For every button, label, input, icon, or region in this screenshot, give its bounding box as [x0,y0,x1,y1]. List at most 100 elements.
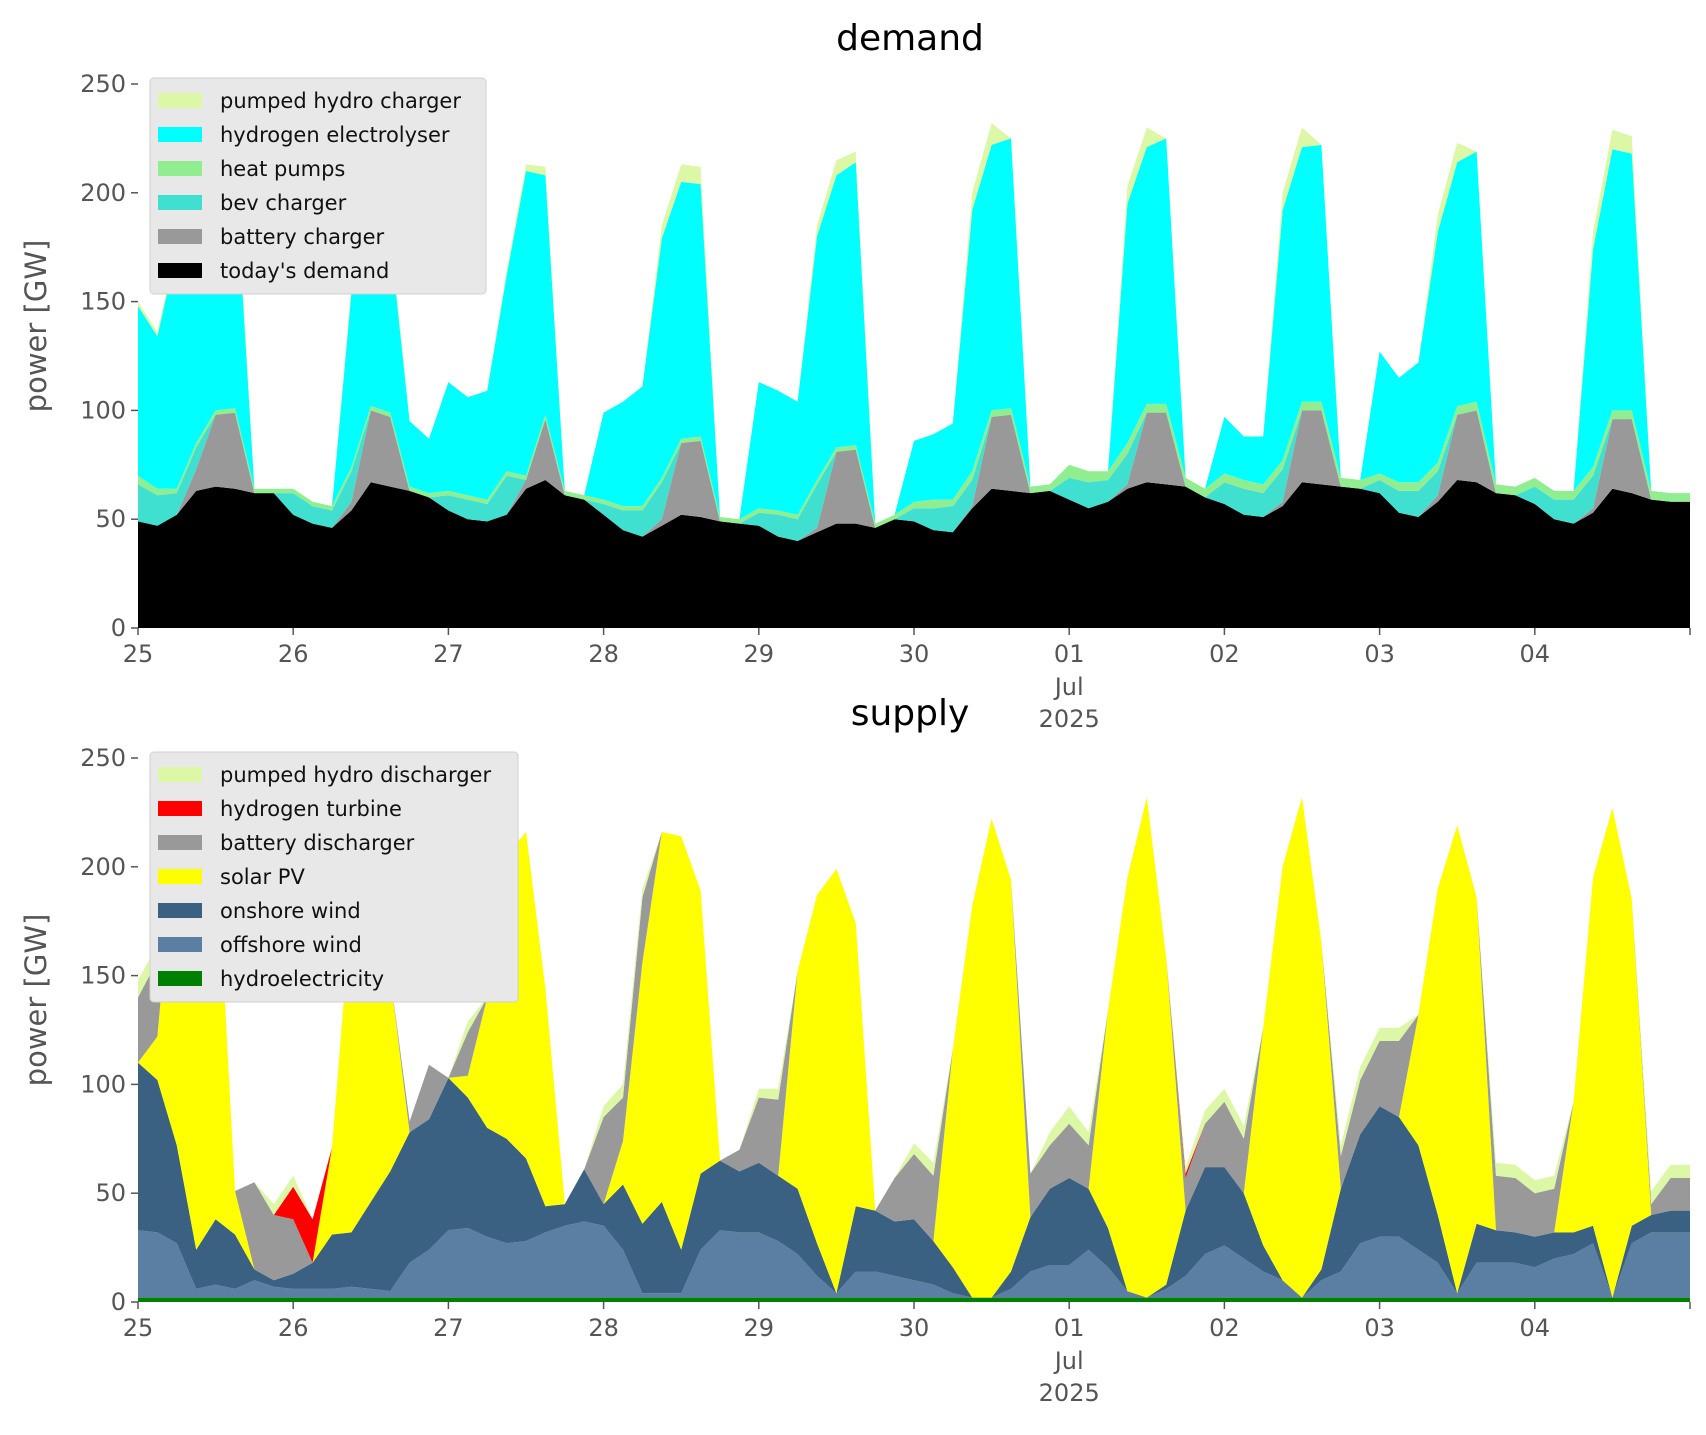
x-tick-label: 03 [1364,640,1395,668]
x-tick-month-label: Jul [1053,1347,1084,1375]
y-axis: 0 50 100 150 200 250 [80,744,138,1316]
legend-label: today's demand [220,259,389,283]
x-tick-label: 30 [899,640,930,668]
legend-swatch [158,903,202,918]
x-tick-label: 26 [278,640,309,668]
y-axis-label: power [GW] [19,914,53,1087]
x-tick-label: 25 [123,1314,154,1342]
y-tick-label: 0 [111,614,126,642]
legend-swatch [158,127,202,142]
legend-swatch [158,93,202,108]
x-tick-label: 27 [433,1314,464,1342]
area-bev-charger [138,410,1690,541]
area-offshore-wind [138,1221,1690,1298]
legend-item-solar-pv: solar PV [158,865,305,889]
legend-label: battery discharger [220,831,415,855]
y-tick-label: 50 [95,1179,126,1207]
legend-item-offshore-wind: offshore wind [158,933,362,957]
y-tick-label: 250 [80,70,126,98]
legend-label: heat pumps [220,157,345,181]
legend-swatch [158,229,202,244]
x-tick-label: 28 [588,1314,619,1342]
legend-item-pumped-hydro-charger: pumped hydro charger [158,89,461,113]
legend-box [149,751,519,1003]
legend-label: hydrogen turbine [220,797,402,821]
x-axis: 25 26 27 28 29 30 01 Jul 2025 02 03 04 [123,1302,1691,1407]
legend-item-today-s-demand: today's demand [158,259,389,283]
supply-panel: 0 50 100 150 200 250 25 26 27 28 29 30 01 Jul 2025 02 03… [19,693,1691,1407]
area-hydroelectricity [138,1297,1690,1302]
area-solar-pv [138,797,1690,1298]
area-hydrogen-turbine [138,797,1690,1263]
legend: pumped hydro discharger hydrogen turbine b… [149,751,519,1003]
x-tick-label: 04 [1520,640,1551,668]
x-tick-year-label: 2025 [1039,705,1100,733]
legend-swatch [158,801,202,816]
legend-swatch [158,937,202,952]
legend-swatch [158,971,202,986]
y-axis-label: power [GW] [19,240,53,413]
legend-item-pumped-hydro-discharger: pumped hydro discharger [158,763,491,787]
area-today-s-demand [138,480,1690,628]
x-tick-label: 04 [1520,1314,1551,1342]
legend-item-bev-charger: bev charger [158,191,347,215]
y-tick-label: 0 [111,1288,126,1316]
y-tick-label: 250 [80,744,126,772]
chart-title: supply [851,693,970,734]
legend-label: offshore wind [220,933,362,957]
area-layers [138,797,1690,1302]
y-tick-label: 200 [80,853,126,881]
x-tick-month-label: Jul [1053,673,1084,701]
legend: pumped hydro charger hydrogen electrolyse… [149,77,487,295]
x-tick-label: 01 [1054,640,1085,668]
x-tick-label: 30 [899,1314,930,1342]
y-axis: 0 50 100 150 200 250 [80,70,138,642]
legend-label: hydroelectricity [220,967,384,991]
x-axis: 25 26 27 28 29 30 01 Jul 2025 02 03 04 [123,628,1691,733]
y-tick-label: 200 [80,179,126,207]
legend-swatch [158,869,202,884]
legend-swatch [158,161,202,176]
x-tick-year-label: 2025 [1039,1379,1100,1407]
legend-swatch [158,835,202,850]
y-tick-label: 150 [80,962,126,990]
legend-item-battery-discharger: battery discharger [158,831,415,855]
legend-label: pumped hydro charger [220,89,461,113]
legend-label: battery charger [220,225,385,249]
legend-label: hydrogen electrolyser [220,123,450,147]
y-tick-label: 100 [80,1070,126,1098]
x-tick-label: 02 [1209,640,1240,668]
x-tick-label: 26 [278,1314,309,1342]
legend-label: bev charger [220,191,347,215]
area-hydrogen-electrolyser [138,138,1690,524]
x-tick-label: 03 [1364,1314,1395,1342]
legend-swatch [158,263,202,278]
chart-title: demand [836,18,984,59]
y-tick-label: 100 [80,396,126,424]
legend-label: pumped hydro discharger [220,763,491,787]
area-heat-pumps [138,401,1690,528]
x-tick-label: 01 [1054,1314,1085,1342]
legend-item-heat-pumps: heat pumps [158,157,345,181]
legend-item-hydrogen-electrolyser: hydrogen electrolyser [158,123,450,147]
area-pumped-hydro-discharger [138,797,1690,1220]
legend-box [149,77,487,295]
area-layers [138,123,1690,628]
demand-panel: 0 50 100 150 200 250 25 26 27 28 29 30 01 Jul 2025 02 03… [19,18,1691,733]
legend-swatch [158,767,202,782]
legend-item-battery-charger: battery charger [158,225,385,249]
legend-label: solar PV [220,865,305,889]
area-battery-discharger [138,797,1690,1281]
legend-label: onshore wind [220,899,361,923]
area-onshore-wind [138,1062,1690,1298]
x-tick-label: 02 [1209,1314,1240,1342]
legend-item-onshore-wind: onshore wind [158,899,361,923]
x-tick-label: 28 [588,640,619,668]
y-tick-label: 150 [80,288,126,316]
x-tick-label: 29 [744,1314,775,1342]
legend-swatch [158,195,202,210]
area-battery-charger [138,410,1690,541]
legend-item-hydroelectricity: hydroelectricity [158,967,384,991]
